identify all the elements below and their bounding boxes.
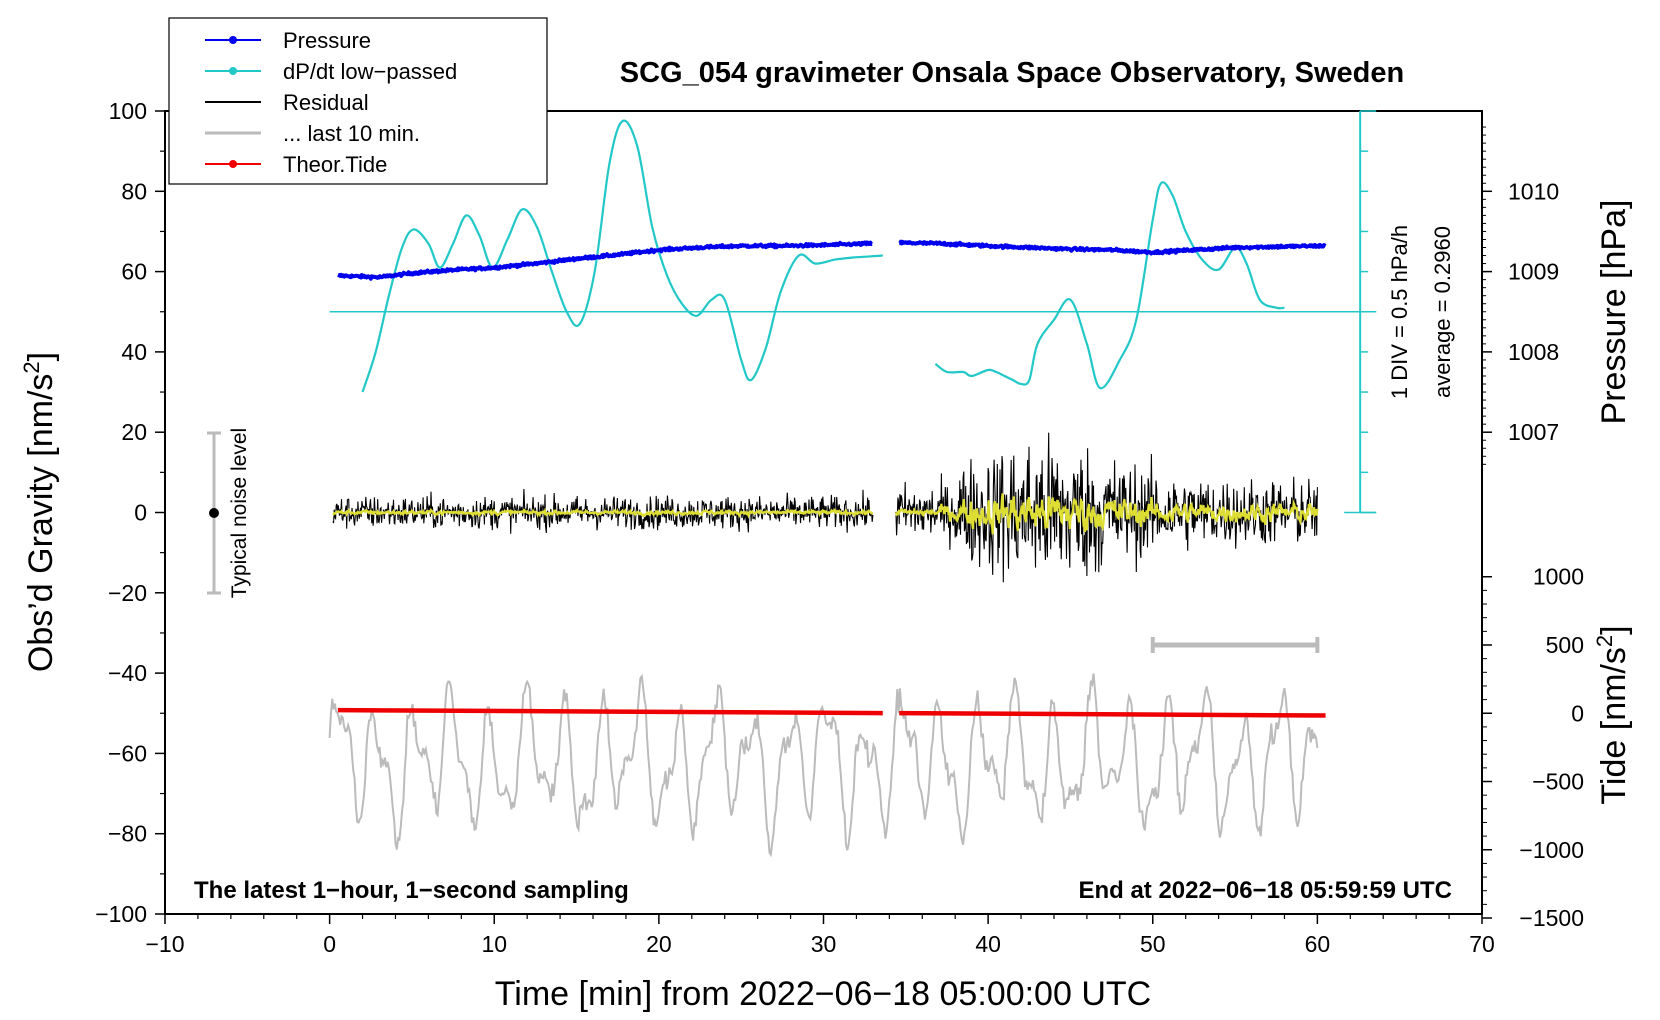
theoretical-tide-series	[337, 707, 1326, 718]
tide-axis-title: Tide [nm/s2]	[1592, 625, 1633, 804]
y-tick-label: −80	[108, 821, 147, 847]
pressure-tick-label: 1010	[1508, 178, 1559, 204]
tide-line-1	[337, 707, 883, 716]
noise-level-label: Typical noise level	[228, 428, 251, 598]
pressure-axis-ticks: 1007 1008 1009 1010	[1482, 126, 1559, 465]
y-tick-label: −60	[108, 740, 147, 766]
y-tick-label: 0	[134, 500, 147, 526]
noise-center-dot	[209, 508, 219, 518]
x-tick-label: 0	[323, 931, 336, 957]
y-tick-label: 100	[109, 98, 147, 124]
y-tick-label: 60	[121, 259, 147, 285]
pressure-tick-label: 1007	[1508, 419, 1559, 445]
x-tick-label: 50	[1140, 931, 1166, 957]
tide-axis-ticks: −1500 −1000 −500 0 500 1000	[1482, 564, 1584, 931]
tide-line-2	[899, 710, 1326, 718]
last-10-min-bar	[1150, 636, 1320, 653]
y-tick-label: −40	[108, 660, 147, 686]
legend-label: ... last 10 min.	[283, 121, 420, 146]
y-tick-label: −100	[95, 901, 147, 927]
dpdt-line-2	[934, 181, 1285, 390]
tide-axis-title-main: Tide [nm/s	[1595, 647, 1633, 804]
end-time-note: End at 2022−06−18 05:59:59 UTC	[1078, 877, 1452, 904]
residual-filtered-series	[332, 493, 1319, 535]
pressure-tick-label: 1009	[1508, 259, 1559, 285]
tide-tick-label: −1000	[1519, 837, 1584, 863]
dpdt-series	[361, 119, 1285, 393]
pressure-line-2	[898, 239, 1327, 256]
y-axis-title-sup: 2	[19, 361, 44, 373]
x-tick-label: 60	[1305, 931, 1331, 957]
tide-tick-label: −1500	[1519, 905, 1584, 931]
pressure-line-1	[336, 240, 874, 281]
x-tick-label: 20	[646, 931, 672, 957]
dpdt-scale-label: 1 DIV = 0.5 hPa/h	[1387, 225, 1412, 399]
legend-label: dP/dt low−passed	[283, 59, 457, 84]
y-axis-ticks: −100 −80 −60 −40 −20 0 20 40 60 80 100	[95, 98, 165, 927]
x-tick-label: 10	[481, 931, 507, 957]
y-tick-label: 20	[121, 419, 147, 445]
x-axis-title: Time [min] from 2022−06−18 05:00:00 UTC	[495, 975, 1151, 1013]
legend-label: Pressure	[283, 28, 371, 53]
y-tick-label: 80	[121, 178, 147, 204]
legend-marker	[229, 36, 237, 44]
tide-tick-label: 0	[1571, 700, 1584, 726]
sampling-note: The latest 1−hour, 1−second sampling	[194, 877, 629, 904]
legend-label: Theor.Tide	[283, 152, 387, 177]
y-tick-label: −20	[108, 580, 147, 606]
legend: Pressure dP/dt low−passed Residual ... last…	[168, 17, 548, 185]
legend-label: Residual	[283, 90, 369, 115]
legend-marker	[229, 160, 237, 168]
tide-tick-label: 500	[1546, 632, 1584, 658]
noise-level-indicator	[207, 431, 221, 595]
x-tick-label: 30	[811, 931, 837, 957]
y-tick-label: 40	[121, 339, 147, 365]
x-tick-label: 70	[1469, 931, 1495, 957]
tide-axis-title-sup: 2	[1592, 635, 1617, 647]
tide-tick-label: −500	[1532, 769, 1584, 795]
pressure-axis-title: Pressure [hPa]	[1595, 200, 1633, 425]
y-axis-title-end: ]	[22, 352, 60, 361]
y-axis-title: Obs’d Gravity [nm/s2]	[19, 352, 60, 672]
pressure-tick-label: 1008	[1508, 339, 1559, 365]
x-axis-ticks: −10 0 10 20 30 40 50 60 70	[145, 914, 1495, 957]
tide-tick-label: 1000	[1533, 564, 1584, 590]
residual-filtered-line-1	[332, 507, 874, 519]
dpdt-line-1	[361, 119, 883, 393]
residual-filtered-line-2	[894, 493, 1319, 535]
dpdt-average-label: average = 0.2960	[1430, 226, 1455, 398]
legend-marker	[229, 67, 237, 75]
tide-axis-title-end: ]	[1595, 625, 1633, 634]
pressure-series	[336, 239, 1327, 281]
dpdt-scale-axis	[329, 110, 1377, 514]
y-axis-title-main: Obs’d Gravity [nm/s	[22, 374, 60, 673]
x-tick-label: −10	[145, 931, 184, 957]
chart-title: SCG_054 gravimeter Onsala Space Observat…	[620, 57, 1404, 89]
residual-line-2	[895, 432, 1318, 583]
x-tick-label: 40	[975, 931, 1001, 957]
